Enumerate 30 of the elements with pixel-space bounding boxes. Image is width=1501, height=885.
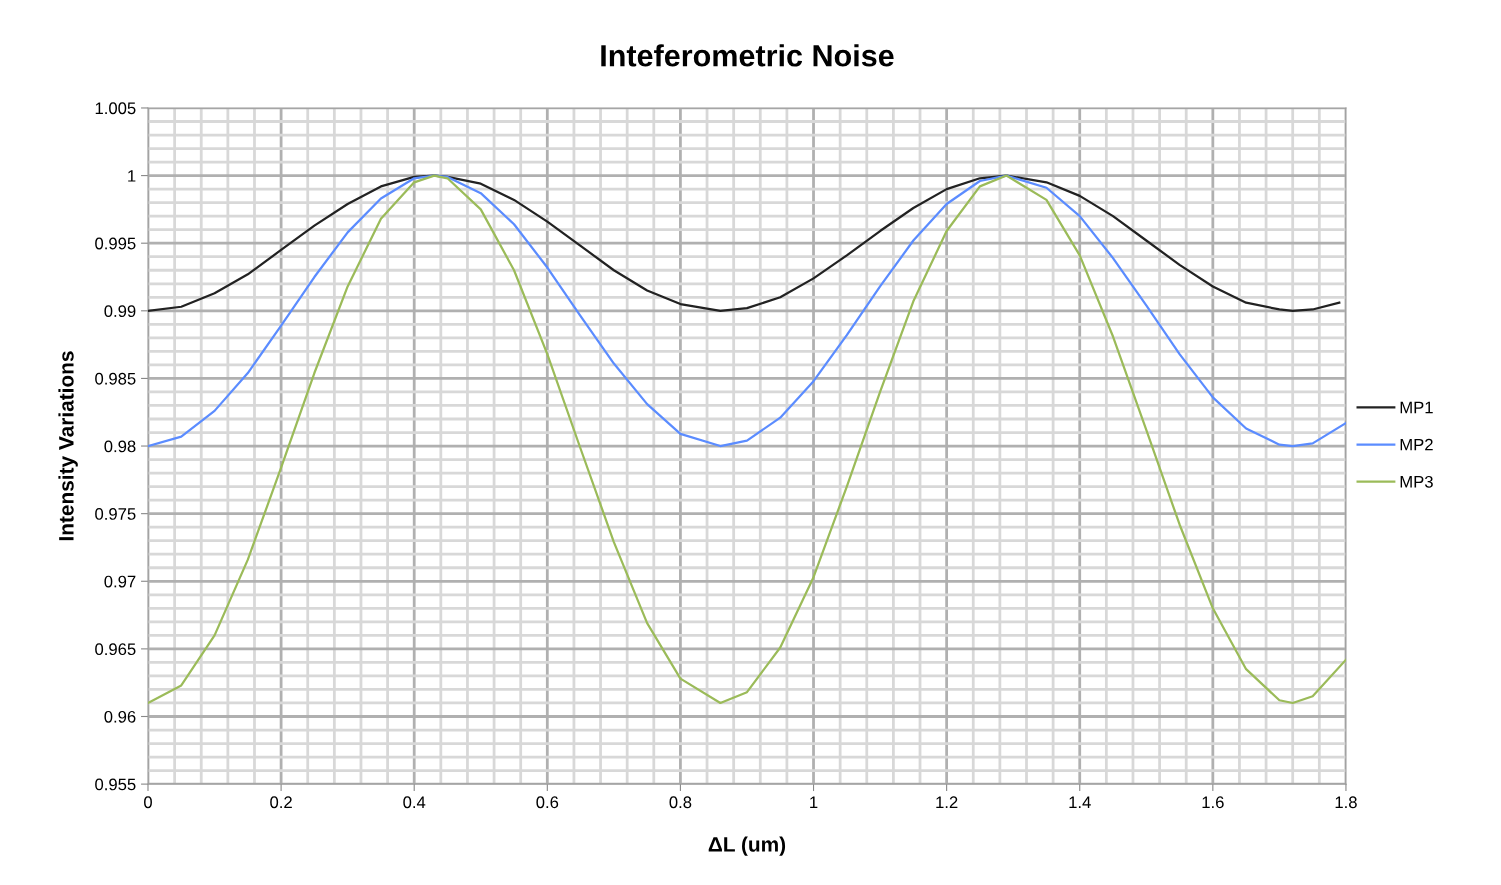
y-tick-label: 0.995 <box>95 237 136 250</box>
y-tick-label: 0.97 <box>104 575 136 588</box>
y-tick-label: 0.96 <box>104 710 136 723</box>
x-tick-label: 0.2 <box>270 796 292 809</box>
x-tick-label: 1.8 <box>1335 796 1357 809</box>
x-tick-label: 0.6 <box>536 796 559 809</box>
x-tick-label: 0 <box>144 796 152 809</box>
y-tick-label: 0.975 <box>95 508 136 520</box>
y-tick-label: 0.98 <box>104 440 136 453</box>
y-tick-label: 0.99 <box>104 305 136 318</box>
line-series <box>148 174 1346 705</box>
x-axis-title: ΔL (um) <box>708 836 786 856</box>
x-tick-label: 0.8 <box>669 796 692 809</box>
line-series <box>148 174 1341 312</box>
y-tick-label: 1 <box>128 170 136 182</box>
y-tick-label: 0.965 <box>95 643 136 656</box>
chart-title: Inteferometric Noise <box>601 44 894 67</box>
y-tick-label: 0.985 <box>95 372 136 385</box>
x-tick-label: 0.4 <box>403 796 426 809</box>
y-tick-label: 0.955 <box>95 778 136 791</box>
y-tick-label: 1.005 <box>95 102 136 115</box>
legend-label: MP2 <box>1400 438 1433 451</box>
line-series <box>148 174 1346 448</box>
legend-label: MP3 <box>1400 475 1433 488</box>
legend-label: MP1 <box>1400 401 1433 414</box>
x-tick-label: 1.2 <box>936 796 958 808</box>
x-tick-label: 1 <box>810 796 818 808</box>
x-tick-label: 1.6 <box>1202 796 1224 809</box>
x-tick-label: 1.4 <box>1069 796 1091 808</box>
y-axis-title: Intensity Variations <box>58 351 78 541</box>
